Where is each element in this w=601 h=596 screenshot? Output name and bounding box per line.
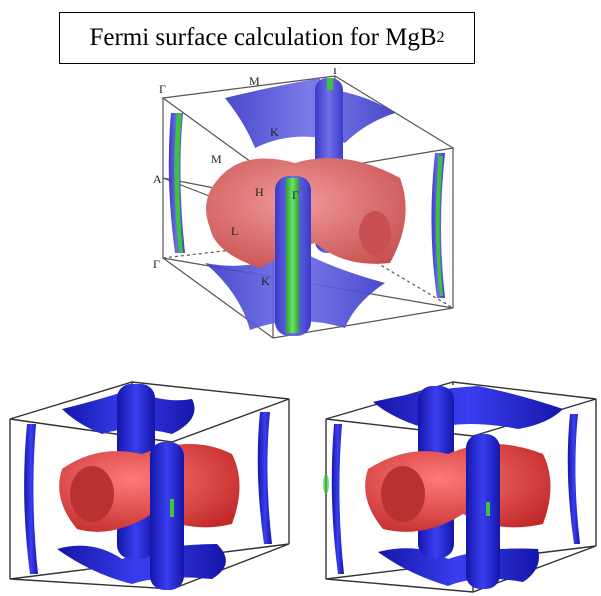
red-opening-left <box>70 466 114 522</box>
label-k-lower: K <box>261 274 270 288</box>
bottom-left-fermi-surface <box>9 381 290 590</box>
top-fermi-surface: Γ M Γ K M A H L Γ Γ K <box>153 68 455 339</box>
green-edge-mark <box>323 474 329 494</box>
title-text: Fermi surface calculation for MgB <box>89 24 437 51</box>
blue-sheet-bottom-right <box>378 548 539 586</box>
red-opening-right <box>381 466 425 522</box>
side-sheet-left-green <box>174 113 183 253</box>
bottom-right-fermi-surface <box>323 381 597 593</box>
label-m-left: M <box>211 152 222 166</box>
red-sheet-opening <box>359 211 391 255</box>
blue-sheet-top-right <box>373 386 563 429</box>
label-h: H <box>255 185 264 199</box>
label-gamma-center: Γ <box>292 188 299 202</box>
blue-tube-front-right <box>466 434 500 589</box>
side-sheet-left-b <box>257 412 272 544</box>
side-sheet-right-b <box>567 414 580 544</box>
side-sheet-right-green <box>435 156 443 296</box>
side-sheet-right-a <box>331 424 344 574</box>
blue-tube-front-left <box>150 442 184 590</box>
title-subscript: 2 <box>436 29 445 46</box>
label-gamma-bottom: Γ <box>153 257 160 271</box>
label-a: A <box>153 172 162 186</box>
side-sheet-left-a <box>24 424 38 574</box>
label-k-upper: K <box>270 125 279 139</box>
label-l: L <box>231 224 238 238</box>
green-strip-front <box>286 178 299 333</box>
green-mark-left <box>170 499 174 517</box>
figure-title: Fermi surface calculation for MgB 2 <box>59 12 475 64</box>
label-gamma-top: Γ <box>333 68 340 77</box>
label-gamma-corner: Γ <box>159 82 166 96</box>
green-strip-back <box>327 78 333 90</box>
blue-sheet-top <box>225 78 395 148</box>
green-mark-right <box>486 502 490 516</box>
label-m-top: M <box>249 74 260 88</box>
